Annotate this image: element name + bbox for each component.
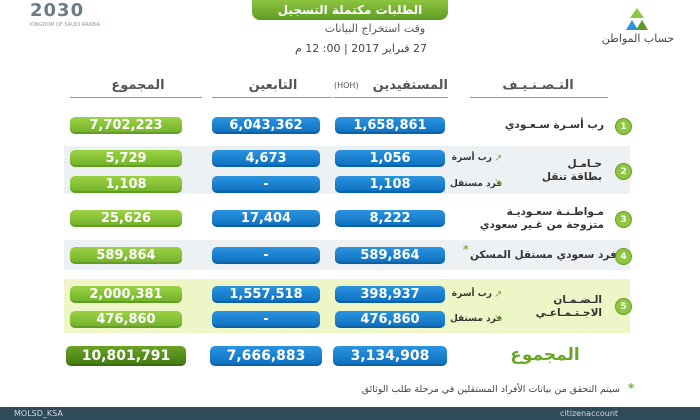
row2b-beneficiaries: 1,108 [335, 176, 445, 193]
row4-total: 589,864 [70, 247, 182, 264]
footnote-text: سيتم التحقق من بيانات الأفراد المستقلين … [361, 384, 620, 395]
row5-arrow-icon: ↘ [494, 313, 503, 324]
footer-bar [0, 407, 700, 420]
col-header-beneficiaries: المستفيدين [372, 78, 448, 93]
row2-arrow-icon: ↗ [494, 153, 503, 164]
vision-2030-subtitle: KINGDOM OF SAUDI ARABIA [30, 22, 101, 28]
row5-number-badge: 5 [615, 298, 632, 315]
col-header-category: التـصـنـيـف [502, 78, 574, 93]
row2-arrow-icon: ↘ [494, 177, 503, 188]
row3-number-badge: 3 [615, 211, 632, 228]
row5b-total: 476,860 [70, 311, 182, 328]
row3-total: 25,626 [70, 210, 182, 227]
row1-number-badge: 1 [615, 118, 632, 135]
row2b-sub-label: فرد مستقل [450, 179, 503, 189]
row5a-dependents: 1,557,518 [212, 286, 320, 303]
row2-category-label: حـامـل بطاقة تنقل [541, 158, 602, 183]
row2a-total: 5,729 [70, 150, 182, 167]
footer-right-handle: citizenaccount [560, 409, 619, 418]
col-header-beneficiaries-unit: (HOH) [334, 81, 359, 90]
row1-dependents: 6,043,362 [212, 117, 320, 134]
row5a-beneficiaries: 398,937 [335, 286, 445, 303]
header-divider [70, 97, 202, 98]
col-header-dependents: التابعين [248, 78, 298, 93]
footnote-star: * [628, 381, 635, 395]
row5-arrow-icon: ↗ [494, 289, 503, 300]
row1-total: 7,702,223 [70, 117, 182, 134]
row4-dependents: - [212, 247, 320, 264]
row3-beneficiaries: 8,222 [335, 210, 445, 227]
row5b-dependents: - [212, 311, 320, 328]
extraction-datetime: 27 فبراير 2017 | 00: 12 م [294, 42, 428, 55]
row4-star: * [463, 243, 469, 256]
extraction-time-label: وقت استخراج البيانات [324, 22, 426, 35]
page-banner: الطلبات مكتملة التسجيل [252, 0, 448, 20]
row4-category-label: فرد سعودي مستقل المسكن [470, 249, 617, 261]
row5b-sub-label: فرد مستقل [450, 314, 503, 324]
grand-total: 10,801,791 [66, 346, 186, 366]
col-header-total: المجموع [111, 78, 165, 93]
row5a-total: 2,000,381 [70, 286, 182, 303]
header-divider [212, 97, 332, 98]
total-dependents: 7,666,883 [210, 346, 322, 366]
row4-number-badge: 4 [615, 248, 632, 265]
total-beneficiaries: 3,134,908 [333, 346, 447, 366]
row2-number-badge: 2 [615, 163, 632, 180]
header-divider [334, 97, 448, 98]
vision-2030-number: 2030 [30, 0, 85, 21]
row5a-sub-label: رب أسرة [451, 289, 492, 299]
row1-beneficiaries: 1,658,861 [335, 117, 445, 134]
row4-beneficiaries: 589,864 [335, 247, 445, 264]
row2b-dependents: - [212, 176, 320, 193]
row3-category-label: مـواطـنـة سعـوديـة متزوجة من غـير سعودي [479, 206, 604, 231]
row1-category-label: رب أسـرة سـعـودي [504, 119, 604, 131]
row3-dependents: 17,404 [212, 210, 320, 227]
footer-left-handle: MOLSD_KSA [14, 409, 63, 418]
row2a-sub-label: رب أسرة [451, 153, 492, 163]
header-divider [470, 97, 608, 98]
row5-category-label: الـضـمـان الاجـتـمـاعـي [535, 294, 602, 319]
row5b-beneficiaries: 476,860 [335, 311, 445, 328]
citizen-account-label: حساب المواطن [601, 32, 675, 45]
totals-label: المجموع [510, 345, 580, 365]
row2a-dependents: 4,673 [212, 150, 320, 167]
row2a-beneficiaries: 1,056 [335, 150, 445, 167]
citizen-account-icon [626, 8, 648, 30]
row2b-total: 1,108 [70, 176, 182, 193]
